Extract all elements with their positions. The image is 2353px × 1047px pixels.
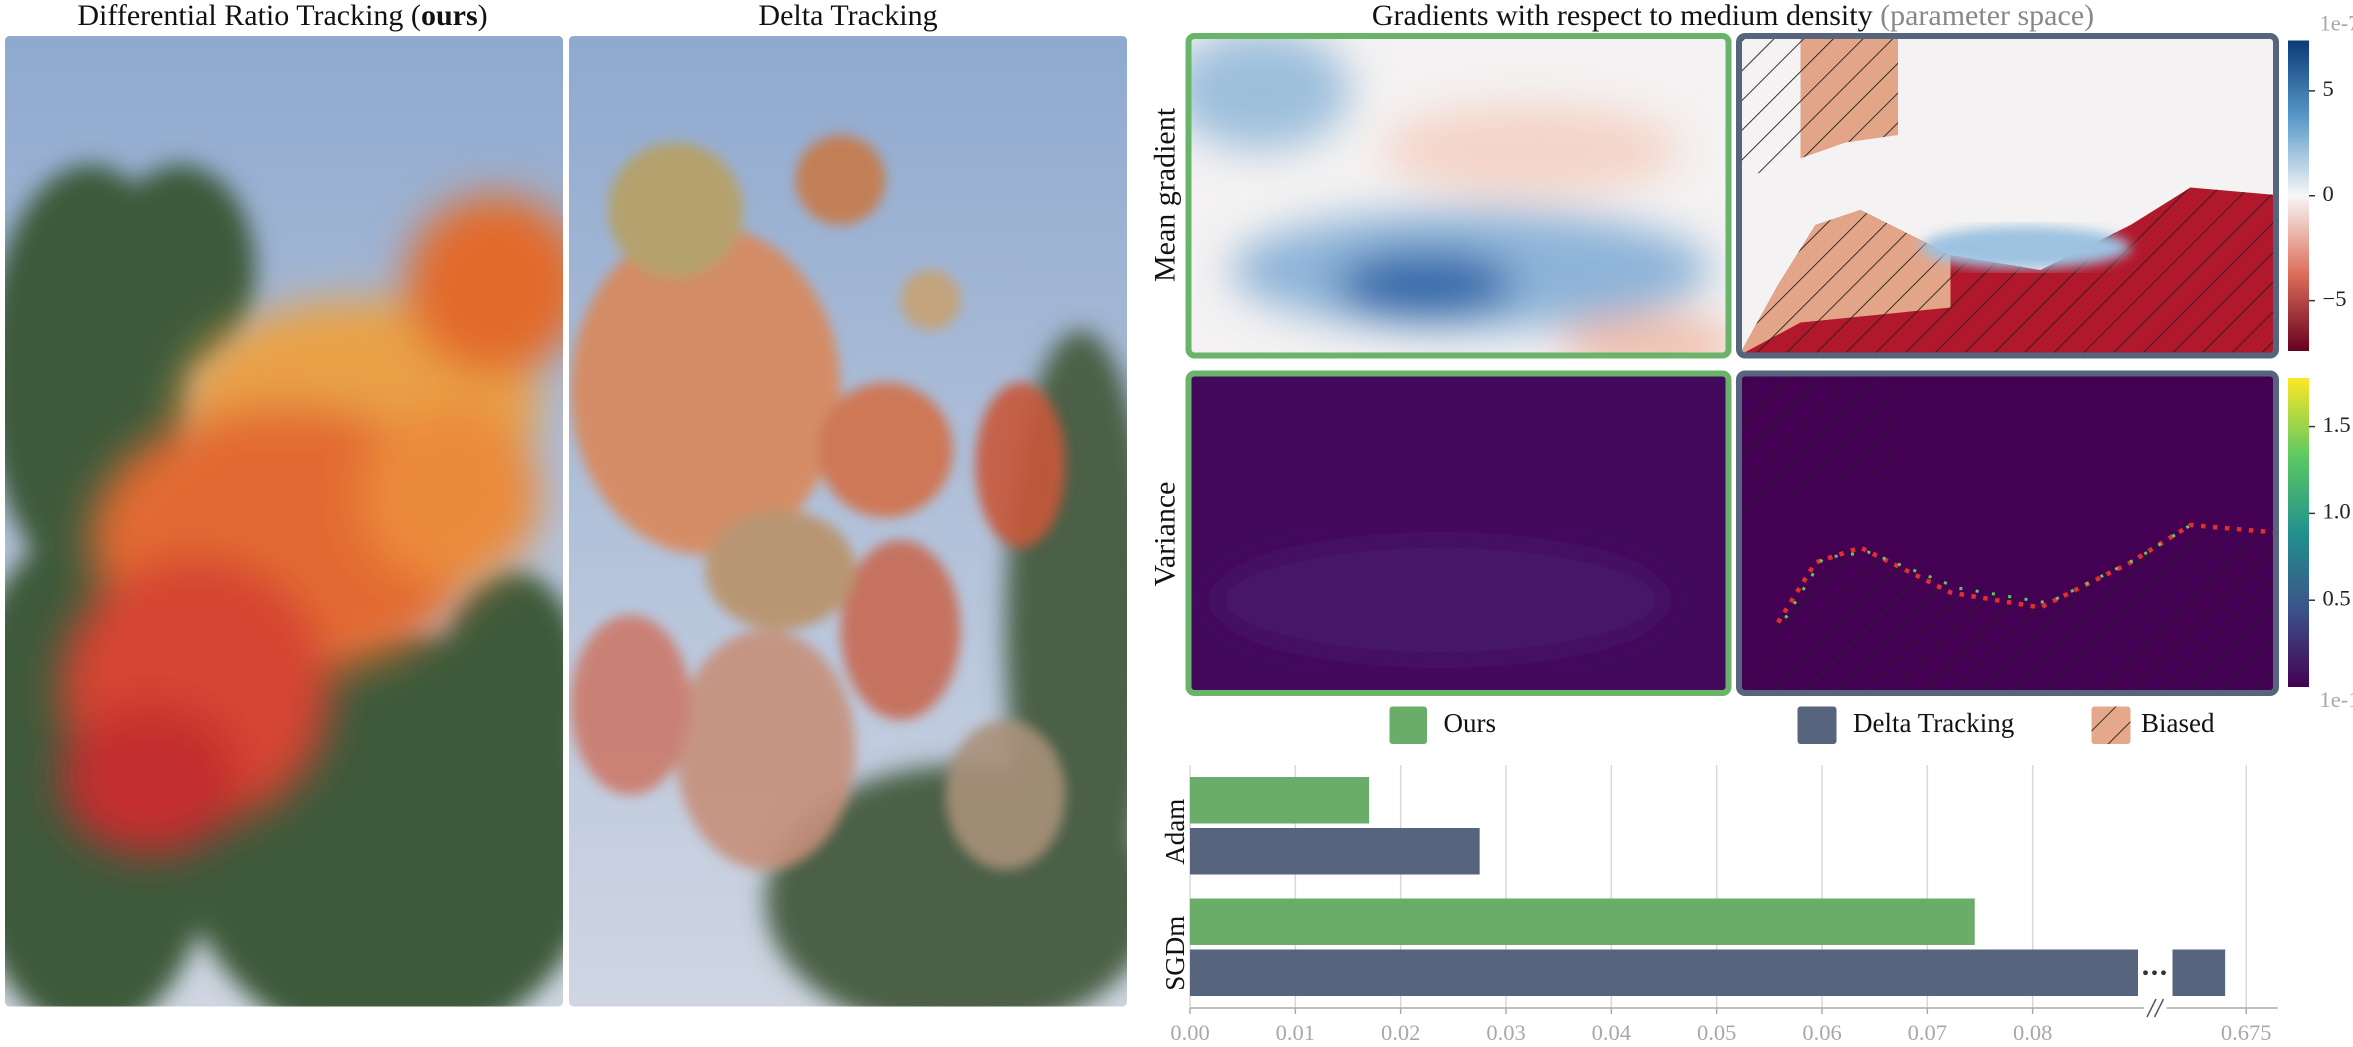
x-tick-label: 0.00 — [1170, 1020, 1209, 1045]
heatmap-delta-mean — [1739, 36, 2276, 356]
x-tick-label: 0.04 — [1592, 1020, 1631, 1045]
x-tick-label: 0.675 — [2221, 1020, 2272, 1045]
colorbar-tick-label: 1.5 — [2323, 412, 2351, 437]
middle-title: Delta Tracking — [758, 0, 937, 32]
title-bold: ours — [421, 0, 478, 32]
x-tick-label: 0.06 — [1802, 1020, 1841, 1045]
title-part: ) — [478, 0, 488, 32]
y-tick-label: SGDm — [1160, 916, 1190, 991]
bar — [1190, 828, 1480, 875]
bar — [1190, 777, 1370, 824]
colorbar — [2288, 378, 2309, 687]
left-title: Differential Ratio Tracking (ours) — [77, 0, 487, 32]
colorbar-tick-label: 0.5 — [2323, 585, 2351, 610]
title-part: Gradients with respect to medium density — [1372, 0, 1873, 32]
x-tick-label: 0.08 — [2013, 1020, 2052, 1045]
y-tick-label: Adam — [1160, 799, 1190, 865]
legend-label: Biased — [2141, 708, 2215, 738]
x-tick-label: 0.05 — [1697, 1020, 1736, 1045]
axis-break — [2153, 998, 2165, 1018]
axis-break — [2146, 998, 2157, 1018]
colorbar-tick-label: 0 — [2323, 181, 2334, 206]
row-label: Variance — [1148, 482, 1181, 587]
x-tick-label: 0.01 — [1276, 1020, 1315, 1045]
legend-hatch — [2091, 706, 2131, 744]
break-dot — [2143, 970, 2148, 976]
colorbar — [2288, 40, 2309, 351]
heatmap-ours-variance — [1188, 373, 1729, 693]
colorbar-offset: 1e-7 — [2320, 11, 2353, 36]
right-title: Gradients with respect to medium density… — [1372, 0, 2094, 32]
bar — [1190, 949, 2226, 996]
heatmap-ours-mean — [1188, 36, 1729, 356]
colorbar-tick-label: 1.0 — [2323, 499, 2351, 524]
panel-border — [1185, 370, 1732, 696]
x-tick-label: 0.02 — [1381, 1020, 1420, 1045]
break-dot — [2161, 970, 2166, 976]
colorbar-offset: 1e-12 — [2320, 687, 2353, 712]
panel-border — [1736, 33, 2279, 359]
panel-border — [1736, 370, 2279, 696]
legend-swatch — [1389, 706, 1427, 744]
bar — [1190, 898, 1975, 945]
heatmap-delta-variance — [1739, 373, 2276, 693]
photo-ours — [5, 36, 563, 1007]
x-tick-label: 0.03 — [1486, 1020, 1525, 1045]
legend-swatch — [1797, 706, 1837, 744]
legend-label: Delta Tracking — [1853, 708, 2014, 738]
row-label: Mean gradient — [1148, 107, 1181, 282]
x-tick-label: 0.07 — [1908, 1020, 1947, 1045]
colorbar-tick-label: 5 — [2323, 76, 2334, 101]
title-part: Differential Ratio Tracking ( — [77, 0, 421, 32]
break-dot — [2152, 970, 2157, 976]
legend-label: Ours — [1444, 708, 1497, 738]
colorbar-tick-label: −5 — [2323, 286, 2347, 311]
photo-delta — [569, 36, 1127, 1007]
title-grey: (parameter space) — [1880, 0, 2094, 32]
panel-border — [1185, 33, 1732, 359]
